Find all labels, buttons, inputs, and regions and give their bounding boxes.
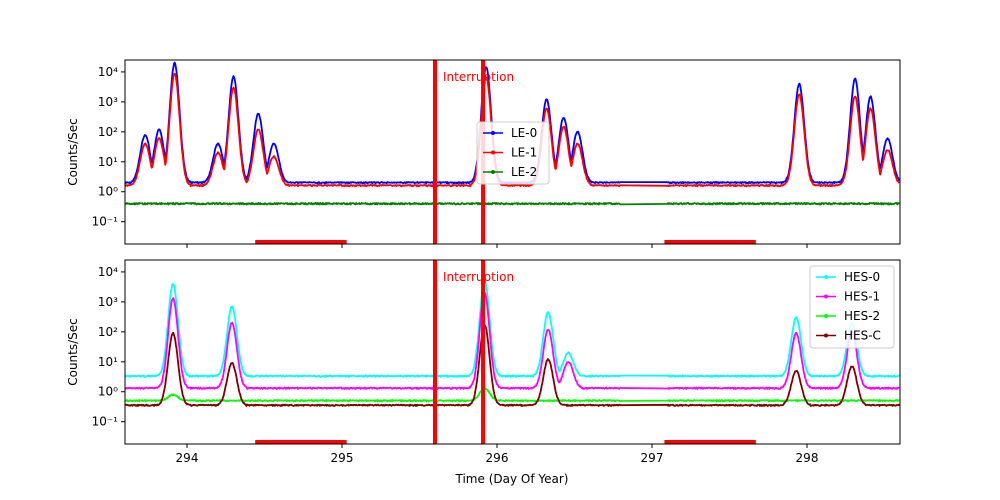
legend-marker — [824, 333, 828, 338]
top-axes-frame — [124, 59, 901, 245]
legend-label-le-0: LE-0 — [511, 126, 537, 140]
legend-box — [476, 121, 550, 185]
legend: HES-0 HES-1 HES-2 HES-C — [809, 265, 895, 349]
legend-label-le-2: LE-2 — [511, 165, 537, 179]
gap-bar — [255, 240, 347, 244]
legend-marker — [824, 314, 828, 318]
interruption-annotation: Interruption — [443, 270, 514, 284]
bottom-axes-frame — [124, 259, 901, 445]
series-le-1 — [124, 72, 901, 188]
x-tick-label: 294 — [176, 451, 199, 465]
panel-top: Interruption Counts/Sec 10⁻¹ 10⁰ 10¹ 10² 10³… — [66, 59, 901, 248]
x-tick-label: 298 — [796, 451, 819, 465]
legend-label-hes-0: HES-0 — [844, 270, 880, 284]
y-tick-label: 10⁰ — [98, 185, 118, 199]
series-hes-2 — [124, 387, 900, 403]
x-axis-label: Time (Day Of Year) — [455, 472, 569, 486]
gap-bar — [664, 440, 756, 444]
legend-label-hes-c: HES-C — [844, 329, 881, 343]
y-tick-label: 10⁰ — [98, 385, 118, 399]
x-tick-label: 295 — [331, 451, 354, 465]
legend-marker — [824, 294, 828, 299]
series-le-2 — [124, 202, 900, 206]
gap-bar — [664, 240, 756, 244]
x-tick-label: 297 — [641, 451, 664, 465]
y-tick-label: 10¹ — [98, 355, 118, 369]
y-tick-label: 10² — [98, 325, 118, 339]
legend-marker — [491, 170, 495, 174]
y-tick-label: 10⁴ — [98, 265, 118, 279]
interruption-annotation: Interruption — [443, 70, 514, 84]
gap-bar — [255, 440, 347, 444]
series-hes-0 — [124, 280, 900, 378]
legend-marker — [491, 131, 495, 135]
legend-label-hes-2: HES-2 — [844, 309, 880, 323]
y-tick-label: 10⁴ — [98, 65, 118, 79]
legend-marker — [824, 275, 828, 279]
legend: LE-0 LE-1 LE-2 — [476, 121, 550, 185]
series-le-0 — [124, 61, 901, 185]
top-ylabel: Counts/Sec — [66, 118, 80, 186]
legend-label-hes-1: HES-1 — [844, 290, 880, 304]
series-hes-c — [124, 324, 901, 407]
series-hes-1 — [124, 292, 900, 390]
legend-box — [809, 265, 895, 349]
y-tick-label: 10⁻¹ — [92, 415, 119, 429]
y-tick-label: 10³ — [98, 295, 118, 309]
x-tick-label: 296 — [486, 451, 509, 465]
bottom-plot-area: Interruption — [124, 260, 901, 444]
legend-marker — [491, 150, 495, 155]
legend-label-le-1: LE-1 — [511, 146, 537, 160]
y-tick-label: 10¹ — [98, 155, 118, 169]
y-tick-label: 10³ — [98, 95, 118, 109]
y-tick-label: 10² — [98, 125, 118, 139]
panel-bottom: Interruption Counts/Sec 294 295 296 297 298 1… — [66, 259, 901, 465]
y-tick-label: 10⁻¹ — [92, 215, 119, 229]
bottom-ylabel: Counts/Sec — [66, 318, 80, 386]
